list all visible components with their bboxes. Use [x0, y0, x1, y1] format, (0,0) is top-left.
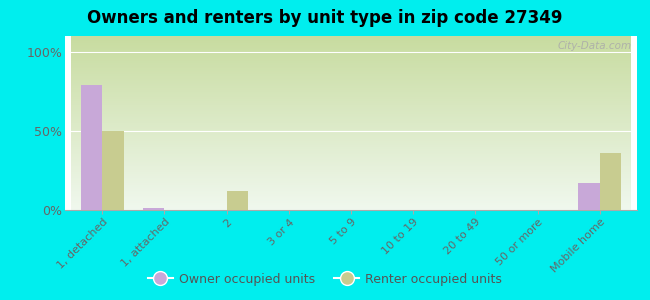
Text: City-Data.com: City-Data.com: [557, 41, 631, 51]
Bar: [600, 153, 621, 210]
Text: Owners and renters by unit type in zip code 27349: Owners and renters by unit type in zip c…: [87, 9, 563, 27]
Bar: [81, 85, 102, 210]
Bar: [102, 131, 124, 210]
Bar: [227, 191, 248, 210]
Legend: Owner occupied units, Renter occupied units: Owner occupied units, Renter occupied un…: [143, 268, 507, 291]
Bar: [578, 183, 600, 210]
Bar: [143, 208, 164, 210]
